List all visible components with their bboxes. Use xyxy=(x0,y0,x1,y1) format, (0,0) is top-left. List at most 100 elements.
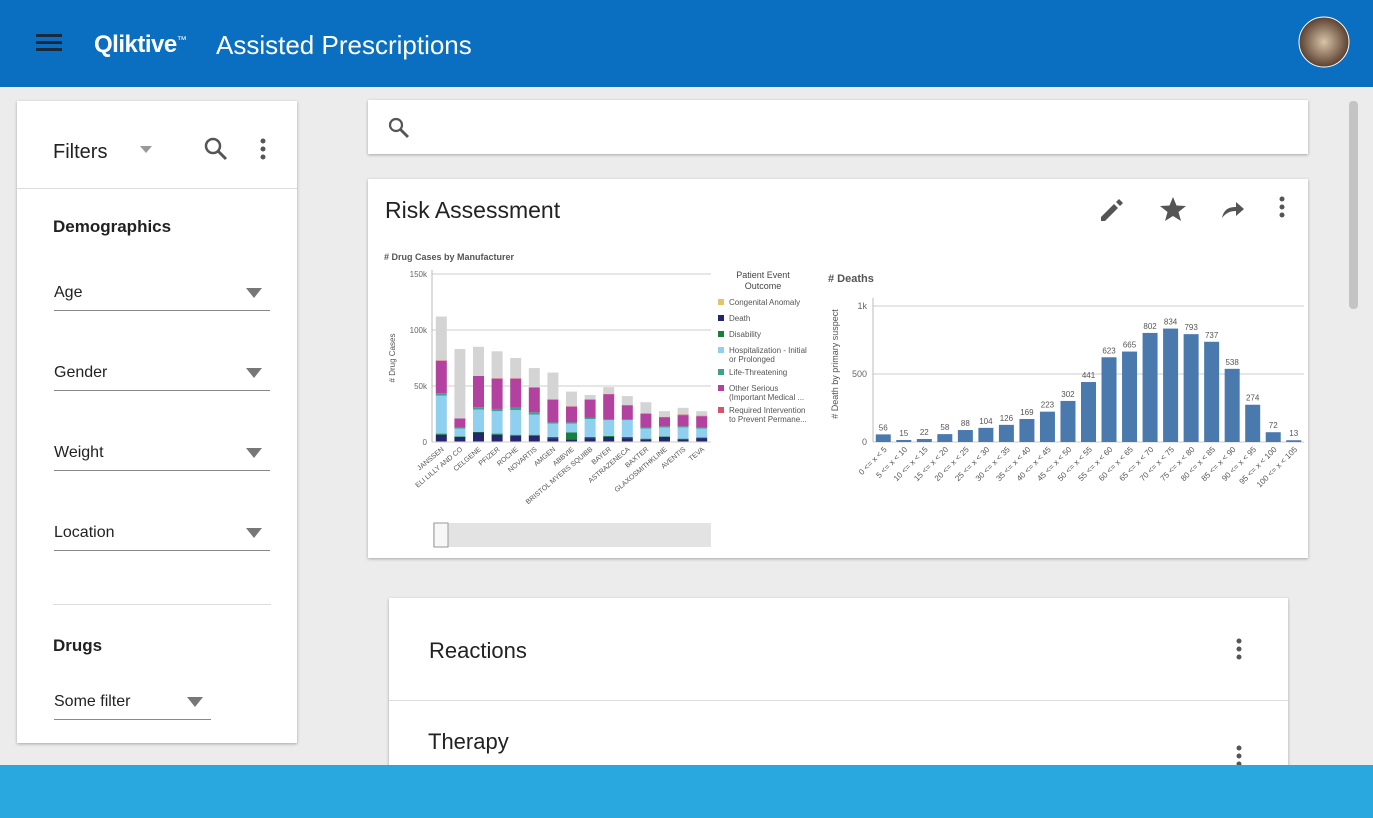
bar-segment xyxy=(640,427,652,429)
bar-segment xyxy=(566,406,577,423)
value-label: 72 xyxy=(1269,421,1278,430)
value-label: 22 xyxy=(920,428,929,437)
divider xyxy=(389,700,1288,701)
value-label: 834 xyxy=(1164,318,1178,327)
bar-segment xyxy=(640,414,652,428)
bar-segment xyxy=(435,395,447,434)
bar-segment xyxy=(621,405,633,406)
bar-segment xyxy=(473,432,484,442)
y-tick-label: 1k xyxy=(857,301,867,311)
bar-segment xyxy=(640,441,652,442)
bar-segment xyxy=(566,422,577,424)
filters-panel: Filters Demographics Age Gender Weight Locat… xyxy=(17,101,297,743)
filter-field[interactable]: Gender xyxy=(54,364,270,391)
bar xyxy=(875,434,891,442)
search-icon[interactable] xyxy=(204,137,228,161)
bar-segment xyxy=(603,393,615,395)
bar-segment xyxy=(491,351,503,379)
bar-segment xyxy=(473,431,484,433)
bar-segment xyxy=(547,438,559,442)
search-bar[interactable] xyxy=(368,100,1308,154)
legend-swatch xyxy=(718,331,724,337)
filters-dropdown[interactable] xyxy=(140,146,152,153)
bar-segment xyxy=(473,407,484,410)
avatar[interactable] xyxy=(1298,16,1350,68)
filter-field[interactable]: Location xyxy=(54,524,270,551)
chart-title: # Drug Cases by Manufacturer xyxy=(384,252,515,262)
field-label: Age xyxy=(54,284,83,301)
value-label: 793 xyxy=(1184,323,1198,332)
manufacturer-chart: # Drug Cases by Manufacturer # Drug Cases… xyxy=(380,248,814,552)
slider-handle xyxy=(433,522,449,548)
bar xyxy=(957,430,973,442)
bar-segment xyxy=(584,400,596,418)
bar xyxy=(1163,328,1179,442)
legend-item: Required Intervention to Prevent Permane… xyxy=(718,406,810,424)
card-actions xyxy=(1101,196,1285,221)
field-underline xyxy=(54,310,270,311)
filter-field[interactable]: Weight xyxy=(54,444,270,471)
bar xyxy=(896,439,912,442)
value-label: 274 xyxy=(1246,394,1260,403)
bar-segment xyxy=(435,441,447,442)
field-label: Location xyxy=(54,524,115,541)
y-tick-label: 500 xyxy=(852,369,867,379)
legend-item: Life-Threatening xyxy=(718,368,810,377)
bar-segment xyxy=(454,428,466,437)
search-icon xyxy=(388,117,409,138)
more-icon[interactable] xyxy=(1279,196,1285,218)
more-icon[interactable] xyxy=(1235,637,1243,661)
legend-label: Congenital Anomaly xyxy=(729,298,801,307)
bar-segment xyxy=(696,416,708,428)
scrollbar[interactable] xyxy=(1349,101,1358,309)
bar-segment xyxy=(510,434,522,436)
legend-item: Other Serious (Important Medical ... xyxy=(718,384,810,402)
bar-segment xyxy=(621,396,633,406)
bar-segment xyxy=(621,438,633,442)
value-label: 56 xyxy=(879,423,888,432)
edit-icon[interactable] xyxy=(1101,199,1123,221)
bar-segment xyxy=(473,441,484,442)
bar xyxy=(1019,419,1035,442)
legend-swatch xyxy=(718,407,724,413)
bar-segment xyxy=(473,409,484,432)
footer xyxy=(0,765,1373,818)
bar-segment xyxy=(659,426,670,428)
filters-title: Filters xyxy=(53,141,108,163)
bar-segment xyxy=(454,427,466,429)
bar-segment xyxy=(659,436,670,442)
menu-icon[interactable] xyxy=(36,33,62,53)
bar-segment xyxy=(584,399,596,400)
star-icon[interactable] xyxy=(1160,197,1186,221)
bar-segment xyxy=(659,411,670,417)
divider xyxy=(17,188,297,189)
bar-segment xyxy=(528,414,540,435)
filter-field[interactable]: Some filter xyxy=(54,693,211,720)
value-label: 623 xyxy=(1102,346,1116,355)
bar-segment xyxy=(677,438,689,440)
bar-segment xyxy=(584,417,596,420)
value-label: 88 xyxy=(961,419,970,428)
filter-field[interactable]: Age xyxy=(54,284,270,311)
bar-segment xyxy=(510,378,522,379)
section-title: Drugs xyxy=(53,636,103,655)
bar-segment xyxy=(491,434,503,442)
card-title[interactable]: Reactions xyxy=(429,638,527,663)
bar-segment xyxy=(621,420,633,437)
bar xyxy=(1122,351,1138,442)
bar-segment xyxy=(621,405,633,420)
bar-segment xyxy=(584,419,596,437)
more-icon[interactable] xyxy=(1235,744,1243,768)
value-label: 538 xyxy=(1225,358,1239,367)
dropdown-arrow xyxy=(246,528,262,538)
bar-segment xyxy=(603,441,615,442)
share-icon[interactable] xyxy=(1222,202,1244,218)
card-title[interactable]: Therapy xyxy=(428,729,509,754)
field-underline xyxy=(54,550,270,551)
more-icon[interactable] xyxy=(259,137,267,161)
chart: # Drug Cases by Manufacturer # Drug Cases… xyxy=(384,252,711,548)
y-tick-label: 150k xyxy=(410,270,428,279)
bar-segment xyxy=(454,418,466,428)
bar-segment xyxy=(677,427,689,439)
bar-segment xyxy=(603,419,615,421)
